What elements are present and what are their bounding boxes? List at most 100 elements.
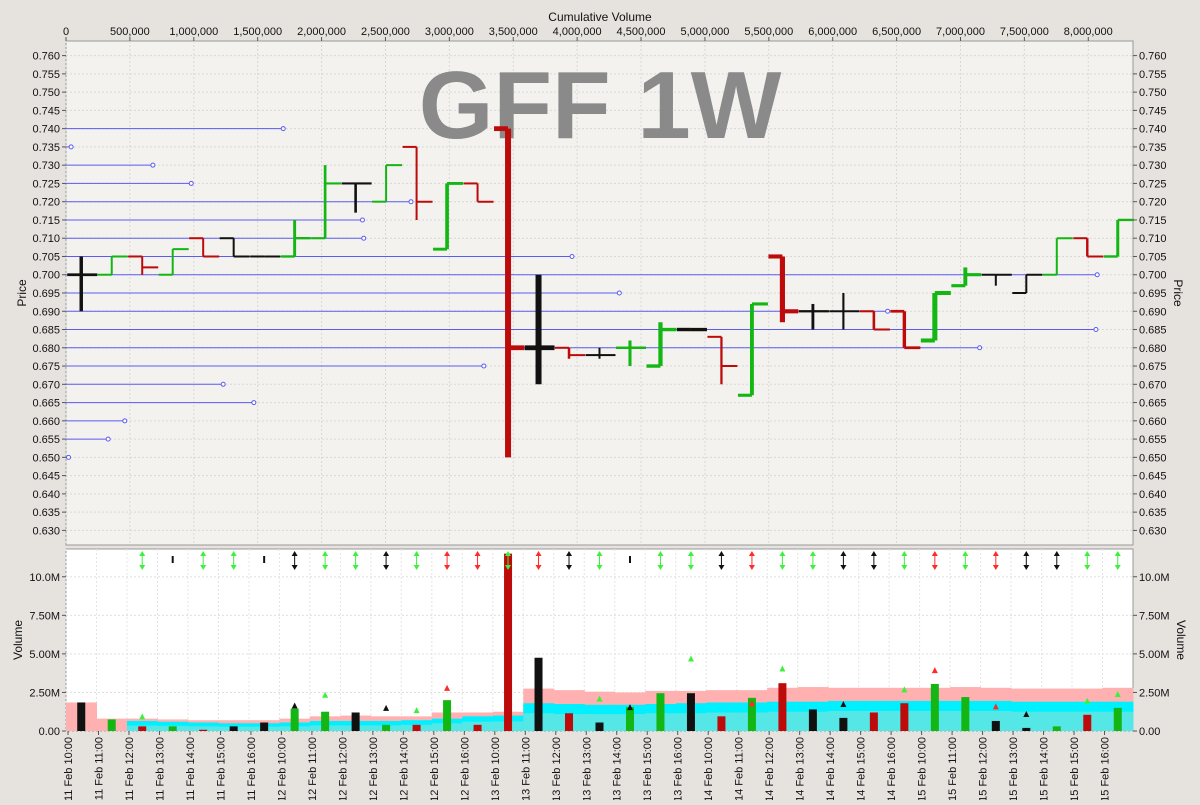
signal-down-arrow <box>1114 565 1121 570</box>
volume-bar <box>565 713 574 731</box>
time-tick-label: 11 Feb 16:00 <box>246 737 258 800</box>
volume-band-cyan-inner <box>1041 711 1073 731</box>
volume-level-marker <box>901 686 908 693</box>
price-tick-label: 0.685 <box>1139 325 1167 337</box>
time-tick-label: 13 Feb 10:00 <box>490 737 502 800</box>
signal-down-arrow <box>1084 565 1091 570</box>
price-tick-label: 0.630 <box>32 525 60 537</box>
time-tick-label: 13 Feb 12:00 <box>551 737 563 800</box>
signal-down-arrow <box>383 565 390 570</box>
cumvol-tick-label: 6,000,000 <box>808 26 857 38</box>
signal-up-arrow <box>139 551 146 556</box>
signal-up-arrow <box>931 551 938 556</box>
price-tick-label: 0.635 <box>32 507 60 519</box>
cumvol-tick-label: 2,000,000 <box>297 26 346 38</box>
cumvol-tick-label: 7,500,000 <box>1000 26 1049 38</box>
volume-bar <box>504 553 513 731</box>
time-tick-label: 12 Feb 13:00 <box>368 737 380 800</box>
price-tick-label: 0.745 <box>32 105 60 117</box>
price-tick-label: 0.685 <box>32 325 60 337</box>
cumvol-tick-label: 4,000,000 <box>553 26 602 38</box>
volume-band-cyan-inner <box>1011 711 1043 731</box>
time-tick-label: 11 Feb 15:00 <box>215 737 227 800</box>
signal-up-arrow <box>444 551 451 556</box>
price-tick-label: 0.725 <box>1139 178 1167 190</box>
price-tick-label: 0.730 <box>1139 160 1167 172</box>
signal-up-arrow <box>687 551 694 556</box>
price-tick-label: 0.660 <box>1139 416 1167 428</box>
signal-down-arrow <box>779 565 786 570</box>
price-tick-label: 0.670 <box>1139 379 1167 391</box>
signal-up-arrow <box>992 551 999 556</box>
time-tick-label: 15 Feb 16:00 <box>1100 737 1112 800</box>
price-tick-label: 0.715 <box>32 215 60 227</box>
price-tick-label: 0.705 <box>32 251 60 263</box>
price-tick-label: 0.735 <box>1139 142 1167 154</box>
price-tick-label: 0.640 <box>32 489 60 501</box>
vap-endpoint <box>1093 327 1099 333</box>
price-tick-label: 0.645 <box>32 471 60 483</box>
volume-bar <box>382 724 391 731</box>
volume-level-marker <box>596 695 603 702</box>
price-tick-label: 0.650 <box>32 452 60 464</box>
volume-level-marker <box>383 704 390 711</box>
price-tick-label: 0.655 <box>32 434 60 446</box>
vap-endpoint <box>122 418 128 424</box>
time-tick-label: 11 Feb 11:00 <box>93 737 105 800</box>
time-tick-label: 12 Feb 14:00 <box>398 737 410 800</box>
vap-endpoint <box>569 253 575 259</box>
vap-endpoint <box>220 381 226 387</box>
vap-endpoint <box>359 217 365 223</box>
signal-up-arrow <box>474 551 481 556</box>
volume-bar <box>961 697 970 731</box>
time-tick-label: 13 Feb 14:00 <box>612 737 624 800</box>
vap-endpoint <box>150 162 156 168</box>
volume-level-marker <box>1023 711 1030 718</box>
price-tick-label: 0.740 <box>32 124 60 136</box>
signal-up-arrow <box>200 551 207 556</box>
volume-bar <box>290 708 299 731</box>
volume-bar <box>869 712 878 731</box>
volume-level-marker <box>840 701 847 708</box>
volume-tick-label: 2.50M <box>1139 687 1170 699</box>
signal-down-arrow <box>687 565 694 570</box>
price-tick-label: 0.680 <box>1139 343 1167 355</box>
time-tick-label: 14 Feb 10:00 <box>703 737 715 800</box>
volume-bar <box>443 700 452 731</box>
price-tick-label: 0.655 <box>1139 434 1167 446</box>
price-tick-label: 0.690 <box>32 306 60 318</box>
volume-bar <box>351 712 360 731</box>
cumvol-tick-label: 8,000,000 <box>1064 26 1113 38</box>
signal-up-arrow <box>901 551 908 556</box>
signal-down-arrow <box>931 565 938 570</box>
axes: 0.630 0.630 0.635 0.635 0.640 0.640 0.645 0.645… <box>29 26 1170 802</box>
price-tick-label: 0.700 <box>32 270 60 282</box>
volume-bar <box>839 717 848 731</box>
cumvol-tick-label: 7,000,000 <box>936 26 985 38</box>
price-tick-label: 0.720 <box>1139 197 1167 209</box>
signal-up-arrow <box>657 551 664 556</box>
price-tick-label: 0.710 <box>32 233 60 245</box>
volume-tick-label: 0.00 <box>1139 726 1160 738</box>
signal-up-arrow <box>718 551 725 556</box>
volume-bar <box>138 726 147 731</box>
signal-down-arrow <box>657 565 664 570</box>
signal-up-arrow <box>840 551 847 556</box>
volume-bar <box>473 724 482 731</box>
volume-tick-label: 0.00 <box>39 726 60 738</box>
cumvol-tick-label: 500,000 <box>110 26 150 38</box>
signal-down-arrow <box>322 565 329 570</box>
cumvol-tick-label: 2,500,000 <box>361 26 410 38</box>
price-tick-label: 0.755 <box>32 69 60 81</box>
vap-endpoint <box>616 290 622 296</box>
volume-axis-label-left: Volume <box>11 620 25 660</box>
vap-endpoint <box>408 199 414 205</box>
signal-down-arrow <box>474 565 481 570</box>
signal-up-arrow <box>230 551 237 556</box>
time-tick-label: 15 Feb 10:00 <box>917 737 929 800</box>
price-tick-label: 0.750 <box>1139 87 1167 99</box>
price-tick-label: 0.720 <box>32 197 60 209</box>
volume-tick-label: 10.0M <box>29 572 60 584</box>
price-tick-label: 0.670 <box>32 379 60 391</box>
